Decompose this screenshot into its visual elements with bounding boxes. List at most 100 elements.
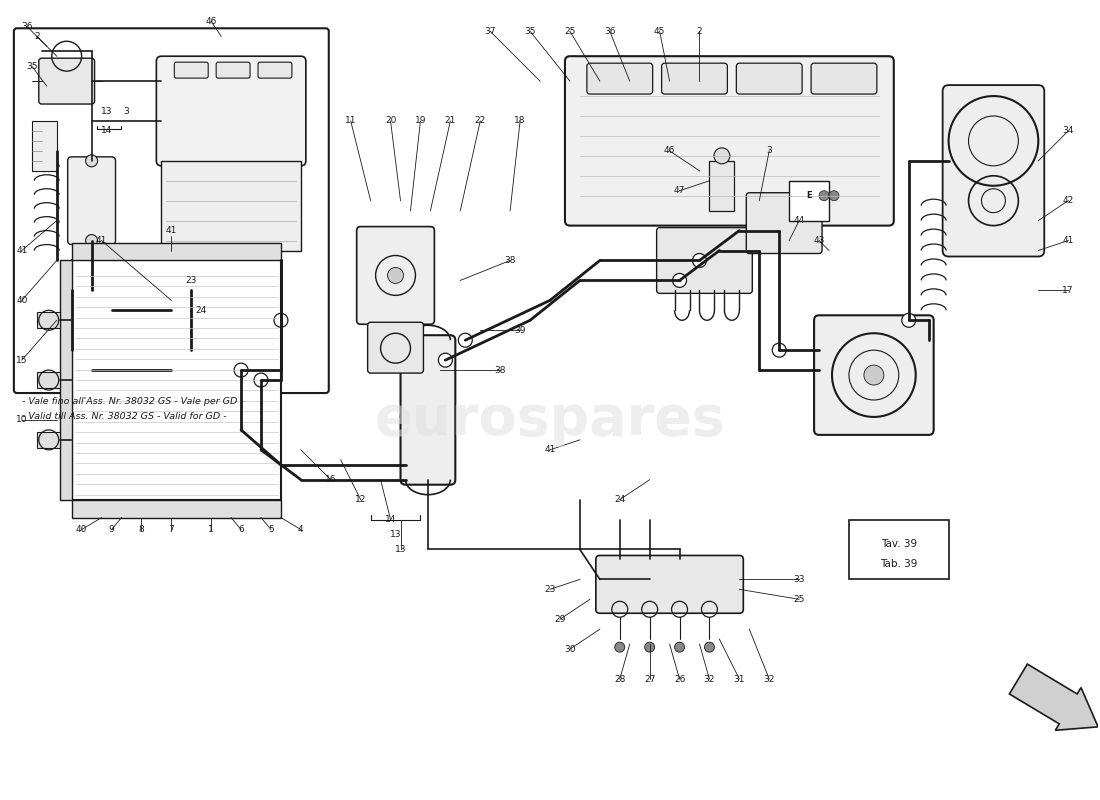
Text: 3: 3 — [123, 106, 130, 115]
FancyBboxPatch shape — [174, 62, 208, 78]
Text: 17: 17 — [1063, 286, 1074, 295]
Text: 3: 3 — [767, 146, 772, 155]
FancyBboxPatch shape — [657, 228, 752, 294]
Bar — [849, 519, 948, 579]
Circle shape — [86, 234, 98, 246]
Circle shape — [772, 343, 786, 357]
Text: 43: 43 — [813, 236, 825, 245]
Bar — [162, 161, 301, 250]
Text: 46: 46 — [206, 17, 217, 26]
Text: 47: 47 — [674, 186, 685, 195]
FancyBboxPatch shape — [596, 555, 744, 614]
Text: 18: 18 — [515, 117, 526, 126]
Text: 19: 19 — [415, 117, 426, 126]
FancyArrow shape — [1010, 664, 1098, 730]
Text: 30: 30 — [564, 645, 575, 654]
Circle shape — [86, 155, 98, 167]
Text: 40: 40 — [16, 296, 28, 305]
Text: 14: 14 — [385, 515, 396, 524]
Text: 21: 21 — [444, 117, 456, 126]
FancyBboxPatch shape — [811, 63, 877, 94]
Text: 28: 28 — [614, 674, 626, 683]
Text: 5: 5 — [268, 525, 274, 534]
Text: 8: 8 — [139, 525, 144, 534]
FancyBboxPatch shape — [68, 157, 116, 245]
Circle shape — [864, 365, 883, 385]
FancyBboxPatch shape — [39, 58, 95, 104]
FancyBboxPatch shape — [258, 62, 292, 78]
Text: Tab. 39: Tab. 39 — [880, 559, 917, 570]
Text: 6: 6 — [239, 525, 244, 534]
Bar — [59, 261, 72, 500]
Circle shape — [820, 190, 829, 201]
Text: 41: 41 — [1063, 236, 1074, 245]
Text: 38: 38 — [494, 366, 506, 374]
Text: 42: 42 — [1063, 196, 1074, 205]
Text: E: E — [806, 191, 812, 200]
FancyBboxPatch shape — [14, 28, 329, 393]
Text: 44: 44 — [793, 216, 805, 225]
FancyBboxPatch shape — [661, 63, 727, 94]
Text: 10: 10 — [16, 415, 28, 425]
FancyBboxPatch shape — [814, 315, 934, 435]
Text: 45: 45 — [653, 26, 666, 36]
FancyBboxPatch shape — [587, 63, 652, 94]
Text: 35: 35 — [525, 26, 536, 36]
Bar — [36, 432, 59, 448]
Bar — [710, 161, 735, 210]
Text: 23: 23 — [544, 585, 556, 594]
Text: Tav. 39: Tav. 39 — [881, 539, 916, 550]
Bar — [36, 312, 59, 328]
Circle shape — [274, 314, 288, 327]
FancyBboxPatch shape — [943, 85, 1044, 257]
Text: 25: 25 — [564, 26, 575, 36]
Circle shape — [829, 190, 839, 201]
Text: 46: 46 — [664, 146, 675, 155]
Text: 33: 33 — [793, 575, 805, 584]
Text: 37: 37 — [484, 26, 496, 36]
Text: 36: 36 — [21, 22, 33, 31]
Text: 26: 26 — [674, 674, 685, 683]
Text: 27: 27 — [644, 674, 656, 683]
Circle shape — [674, 642, 684, 652]
Text: 2: 2 — [696, 26, 702, 36]
Text: 23: 23 — [186, 276, 197, 285]
Text: 39: 39 — [515, 326, 526, 334]
Text: 9: 9 — [109, 525, 114, 534]
Text: 32: 32 — [704, 674, 715, 683]
Bar — [32, 121, 57, 170]
FancyBboxPatch shape — [565, 56, 894, 226]
FancyBboxPatch shape — [356, 226, 435, 324]
Text: 41: 41 — [544, 446, 556, 454]
Circle shape — [254, 373, 268, 387]
Text: 11: 11 — [345, 117, 356, 126]
Text: 20: 20 — [385, 117, 396, 126]
Text: 41: 41 — [16, 246, 28, 255]
Circle shape — [387, 267, 404, 283]
Circle shape — [645, 642, 654, 652]
Text: 31: 31 — [734, 674, 745, 683]
Bar — [72, 500, 280, 518]
Text: 24: 24 — [614, 495, 626, 504]
Text: 41: 41 — [96, 236, 108, 245]
Text: 35: 35 — [26, 62, 37, 70]
Text: 13: 13 — [101, 106, 112, 115]
FancyBboxPatch shape — [367, 322, 424, 373]
Text: 15: 15 — [16, 356, 28, 365]
Text: 14: 14 — [101, 126, 112, 135]
Circle shape — [234, 363, 249, 377]
Text: 16: 16 — [324, 475, 337, 484]
Circle shape — [693, 254, 706, 267]
Circle shape — [704, 642, 714, 652]
Text: 2: 2 — [34, 32, 40, 41]
Text: 34: 34 — [1063, 126, 1074, 135]
FancyBboxPatch shape — [736, 63, 802, 94]
Circle shape — [714, 148, 730, 164]
Circle shape — [459, 334, 472, 347]
Text: 25: 25 — [793, 595, 805, 604]
Circle shape — [439, 353, 452, 367]
Text: 1: 1 — [208, 525, 214, 534]
Text: 22: 22 — [474, 117, 486, 126]
Circle shape — [615, 642, 625, 652]
Text: 32: 32 — [763, 674, 774, 683]
